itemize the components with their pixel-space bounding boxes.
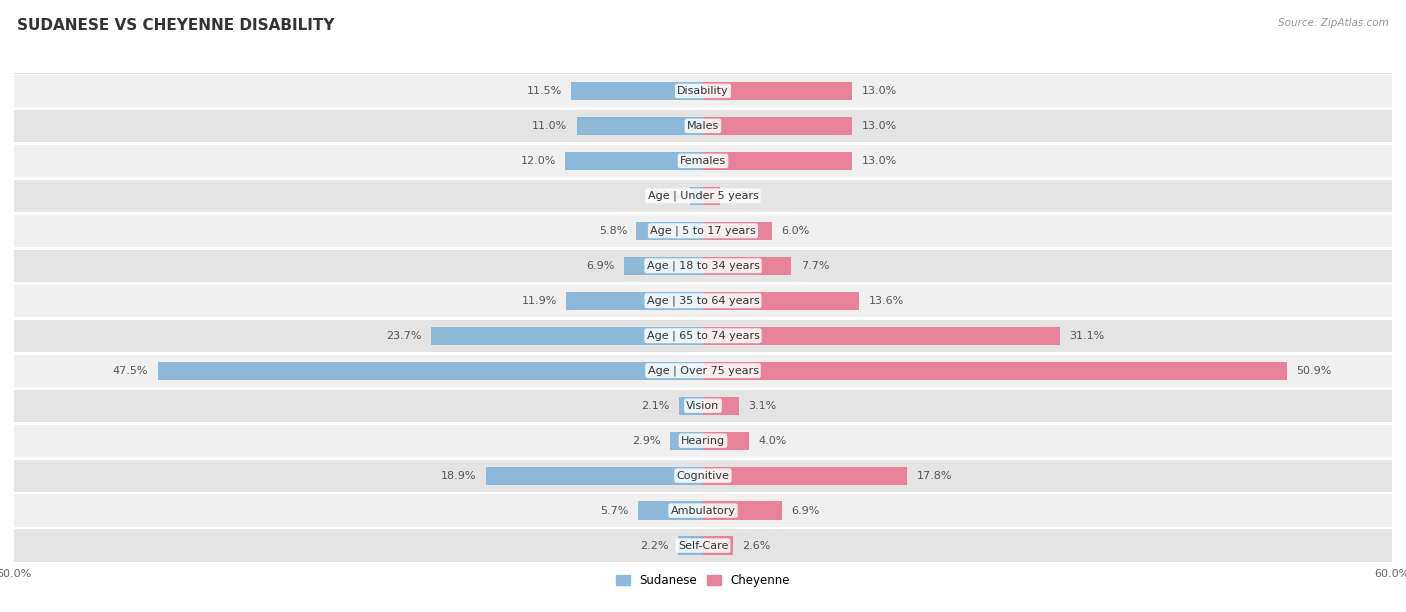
Bar bbox=[157, 362, 703, 380]
Text: Females: Females bbox=[681, 156, 725, 166]
Bar bbox=[14, 215, 1392, 247]
Bar bbox=[690, 187, 703, 205]
Bar bbox=[703, 466, 907, 485]
Text: Hearing: Hearing bbox=[681, 436, 725, 446]
Text: Age | 35 to 64 years: Age | 35 to 64 years bbox=[647, 296, 759, 306]
Bar bbox=[679, 397, 703, 415]
Bar bbox=[703, 117, 852, 135]
Bar bbox=[14, 425, 1392, 457]
Bar bbox=[703, 292, 859, 310]
Text: 1.5%: 1.5% bbox=[730, 191, 758, 201]
Bar bbox=[14, 460, 1392, 491]
Bar bbox=[14, 354, 1392, 387]
Bar bbox=[14, 529, 1392, 562]
Bar bbox=[565, 152, 703, 170]
Text: Disability: Disability bbox=[678, 86, 728, 96]
Bar bbox=[567, 292, 703, 310]
Text: Age | Under 5 years: Age | Under 5 years bbox=[648, 190, 758, 201]
Text: 2.2%: 2.2% bbox=[640, 540, 669, 551]
Text: 12.0%: 12.0% bbox=[520, 156, 555, 166]
Legend: Sudanese, Cheyenne: Sudanese, Cheyenne bbox=[612, 569, 794, 591]
Bar bbox=[486, 466, 703, 485]
Bar bbox=[703, 397, 738, 415]
Bar bbox=[14, 390, 1392, 422]
Text: 7.7%: 7.7% bbox=[800, 261, 830, 271]
Text: 3.1%: 3.1% bbox=[748, 401, 776, 411]
Bar bbox=[14, 250, 1392, 282]
Bar bbox=[703, 537, 733, 554]
Bar bbox=[14, 75, 1392, 107]
Bar bbox=[14, 494, 1392, 527]
Text: 1.1%: 1.1% bbox=[652, 191, 681, 201]
Text: 13.0%: 13.0% bbox=[862, 156, 897, 166]
Text: 50.9%: 50.9% bbox=[1296, 366, 1331, 376]
Text: 6.9%: 6.9% bbox=[586, 261, 614, 271]
Text: 6.0%: 6.0% bbox=[782, 226, 810, 236]
Text: 17.8%: 17.8% bbox=[917, 471, 952, 480]
Bar bbox=[14, 285, 1392, 317]
Bar bbox=[678, 537, 703, 554]
Text: 31.1%: 31.1% bbox=[1070, 330, 1105, 341]
Text: 5.8%: 5.8% bbox=[599, 226, 627, 236]
Text: 23.7%: 23.7% bbox=[387, 330, 422, 341]
Bar bbox=[14, 180, 1392, 212]
Bar bbox=[430, 327, 703, 345]
Bar bbox=[703, 256, 792, 275]
Text: 18.9%: 18.9% bbox=[441, 471, 477, 480]
Text: Source: ZipAtlas.com: Source: ZipAtlas.com bbox=[1278, 18, 1389, 28]
Text: Vision: Vision bbox=[686, 401, 720, 411]
Bar bbox=[703, 187, 720, 205]
Text: 13.0%: 13.0% bbox=[862, 121, 897, 131]
Bar bbox=[703, 152, 852, 170]
Bar bbox=[571, 82, 703, 100]
Text: Cognitive: Cognitive bbox=[676, 471, 730, 480]
Bar bbox=[669, 431, 703, 450]
Bar bbox=[14, 110, 1392, 142]
Bar bbox=[576, 117, 703, 135]
Text: Age | 65 to 74 years: Age | 65 to 74 years bbox=[647, 330, 759, 341]
Bar bbox=[703, 501, 782, 520]
Text: Age | Over 75 years: Age | Over 75 years bbox=[648, 365, 758, 376]
Text: 2.1%: 2.1% bbox=[641, 401, 669, 411]
Text: Males: Males bbox=[688, 121, 718, 131]
Text: 11.9%: 11.9% bbox=[522, 296, 557, 306]
Bar bbox=[637, 501, 703, 520]
Text: 13.0%: 13.0% bbox=[862, 86, 897, 96]
Bar bbox=[624, 256, 703, 275]
Text: 5.7%: 5.7% bbox=[600, 506, 628, 515]
Text: Age | 5 to 17 years: Age | 5 to 17 years bbox=[650, 226, 756, 236]
Bar bbox=[703, 327, 1060, 345]
Text: 4.0%: 4.0% bbox=[758, 436, 786, 446]
Text: 2.9%: 2.9% bbox=[633, 436, 661, 446]
Text: 2.6%: 2.6% bbox=[742, 540, 770, 551]
Text: 6.9%: 6.9% bbox=[792, 506, 820, 515]
Text: 13.6%: 13.6% bbox=[869, 296, 904, 306]
Text: 11.0%: 11.0% bbox=[533, 121, 568, 131]
Text: Age | 18 to 34 years: Age | 18 to 34 years bbox=[647, 261, 759, 271]
Bar bbox=[14, 319, 1392, 352]
Bar bbox=[703, 222, 772, 240]
Bar bbox=[703, 362, 1288, 380]
Text: 11.5%: 11.5% bbox=[526, 86, 562, 96]
Bar bbox=[14, 145, 1392, 177]
Text: 47.5%: 47.5% bbox=[112, 366, 149, 376]
Text: SUDANESE VS CHEYENNE DISABILITY: SUDANESE VS CHEYENNE DISABILITY bbox=[17, 18, 335, 34]
Bar bbox=[703, 431, 749, 450]
Text: Self-Care: Self-Care bbox=[678, 540, 728, 551]
Bar bbox=[637, 222, 703, 240]
Bar bbox=[703, 82, 852, 100]
Text: Ambulatory: Ambulatory bbox=[671, 506, 735, 515]
